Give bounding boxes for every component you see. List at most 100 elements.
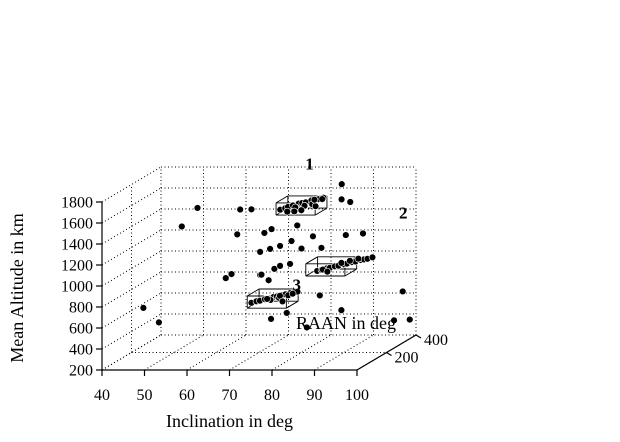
data-point (233, 230, 241, 239)
data-point (260, 229, 269, 237)
data-point (270, 265, 279, 273)
cluster-box-edge (344, 268, 357, 277)
z-tick-label: 200 (395, 350, 419, 367)
data-point (278, 297, 287, 306)
data-point (276, 242, 284, 250)
y-tick-label: 600 (69, 321, 93, 338)
cluster-box-edge (314, 207, 328, 216)
cluster-label: 1 (305, 155, 314, 174)
grid-line (314, 334, 374, 371)
data-point (390, 316, 398, 324)
data-point (155, 318, 163, 327)
data-point (139, 304, 148, 312)
z-tick-label: 400 (424, 332, 448, 349)
x-tick-label: 60 (179, 387, 195, 404)
data-point (337, 195, 346, 204)
z-axis-label: RAAN in deg (296, 313, 396, 333)
data-point (247, 205, 256, 214)
data-point (264, 276, 273, 284)
data-point (318, 195, 326, 203)
data-point (297, 206, 306, 214)
data-point (317, 244, 326, 252)
data-point (311, 202, 320, 210)
data-point (406, 315, 414, 324)
data-point (257, 270, 266, 279)
data-point (266, 245, 274, 253)
data-point (368, 253, 377, 261)
grid-line (229, 334, 289, 371)
grid-line (101, 334, 162, 371)
y-tick-label: 1000 (61, 279, 93, 296)
data-point (283, 309, 291, 317)
z-tick (415, 334, 422, 339)
data-point (193, 204, 202, 212)
data-point (337, 306, 346, 314)
data-point (283, 207, 291, 216)
y-tick-label: 800 (69, 300, 93, 317)
x-tick-label: 90 (307, 387, 323, 404)
x-tick-label: 80 (264, 387, 280, 404)
z-tick (386, 351, 392, 357)
data-point (236, 205, 244, 214)
data-point (310, 196, 319, 204)
cluster-label: 2 (399, 203, 408, 222)
grid-line (101, 187, 162, 224)
data-points (139, 180, 414, 332)
y-tick-label: 1600 (61, 216, 93, 233)
data-point (338, 180, 346, 188)
x-tick-label: 50 (137, 387, 153, 404)
data-point (276, 262, 284, 270)
data-point (267, 225, 276, 233)
y-tick-label: 1800 (61, 195, 93, 212)
data-point (256, 248, 264, 256)
data-point (288, 290, 297, 298)
y-tick-label: 1400 (61, 237, 93, 254)
grid-line (186, 334, 247, 371)
data-point (287, 237, 296, 245)
grid-line (101, 229, 162, 266)
grid-lines (101, 166, 417, 371)
axes (96, 201, 422, 376)
cluster-box-edge (305, 256, 318, 265)
y-tick-label: 400 (69, 342, 93, 359)
y-tick-label: 1200 (61, 258, 93, 275)
data-point (303, 323, 311, 332)
data-point (346, 257, 354, 265)
cluster-box-edge (247, 288, 260, 297)
data-point (293, 221, 301, 230)
y-tick-label: 200 (69, 363, 93, 380)
data-point (178, 222, 186, 231)
data-point (354, 255, 363, 263)
data-point (399, 287, 407, 296)
cluster-label: 3 (292, 276, 301, 295)
grid-line (101, 208, 162, 245)
data-point (337, 259, 346, 267)
data-point (227, 270, 236, 278)
data-point (309, 232, 317, 241)
data-point (342, 231, 350, 239)
data-point (263, 295, 271, 303)
data-point (297, 244, 306, 253)
grid-line (101, 166, 162, 203)
data-point (267, 315, 275, 323)
x-tick-label: 100 (345, 387, 369, 404)
data-point (346, 198, 354, 206)
cluster-box-edge (275, 195, 289, 204)
data-point (222, 274, 230, 282)
x-tick-label: 70 (222, 387, 238, 404)
data-point (316, 291, 324, 300)
grid-line (271, 334, 332, 371)
data-point (290, 207, 298, 216)
data-point (323, 267, 332, 276)
cluster-box-edge (286, 300, 299, 309)
x-tick-label: 40 (94, 387, 110, 404)
grid-line (101, 271, 162, 308)
grid-line (101, 250, 162, 287)
grid-line (101, 313, 162, 350)
data-point (286, 260, 294, 268)
y-axis-label: Mean Altitude in km (7, 213, 27, 362)
grid-line (144, 334, 204, 371)
grid-line (101, 292, 162, 329)
